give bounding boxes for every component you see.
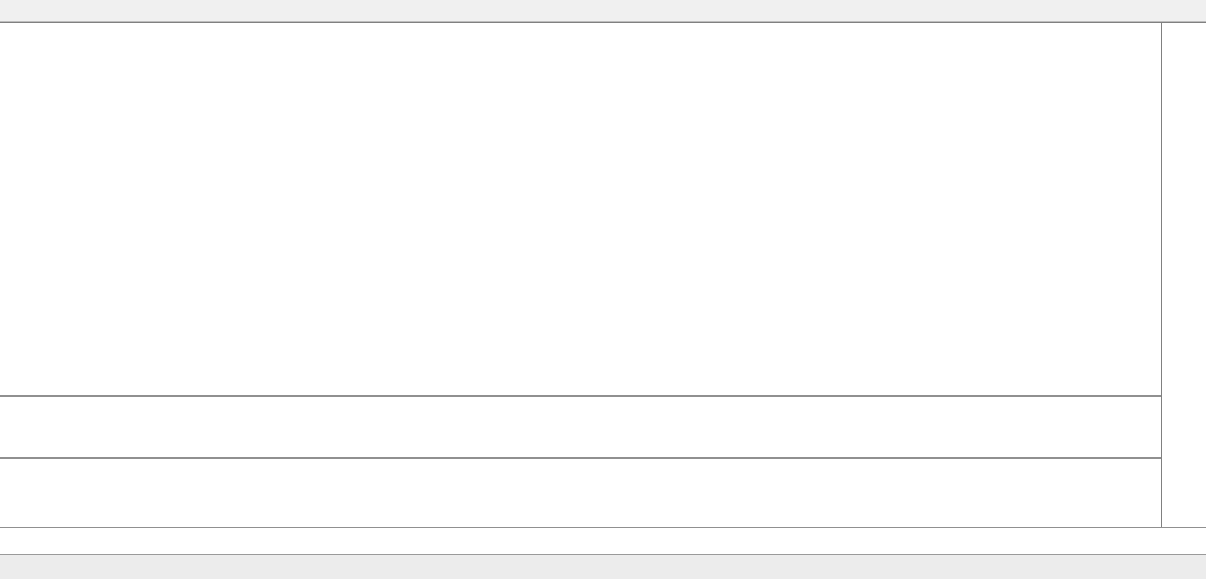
price-axis[interactable]	[1161, 23, 1206, 527]
chart-ohlc-header	[5, 26, 20, 38]
pane-separator[interactable]	[0, 457, 1206, 459]
pane-separator[interactable]	[0, 527, 1206, 528]
price-chart-canvas[interactable]	[0, 23, 1161, 395]
rsi-canvas[interactable]	[0, 459, 1161, 527]
macd-canvas[interactable]	[0, 397, 1161, 457]
chart-tabs-bar	[0, 554, 1206, 579]
rsi-indicator-label	[5, 462, 11, 473]
pane-separator[interactable]	[0, 395, 1206, 397]
time-axis[interactable]	[0, 528, 1161, 555]
chart-window	[0, 22, 1206, 555]
timeframe-toolbar	[0, 0, 1206, 22]
macd-indicator-label	[5, 400, 14, 411]
